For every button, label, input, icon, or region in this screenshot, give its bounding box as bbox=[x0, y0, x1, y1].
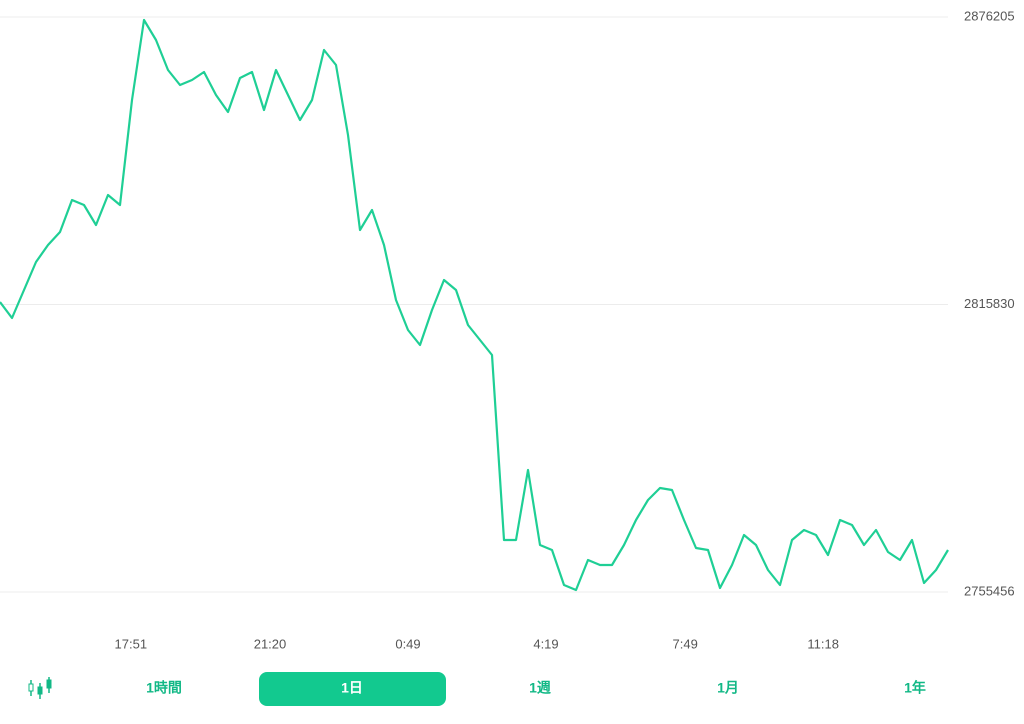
price-line bbox=[0, 18, 949, 592]
x-tick-label: 4:19 bbox=[533, 636, 558, 651]
x-tick-label: 0:49 bbox=[395, 636, 420, 651]
candlestick-icon[interactable] bbox=[28, 677, 52, 699]
x-tick-label: 7:49 bbox=[673, 636, 698, 651]
time-tab[interactable]: 1時間 bbox=[146, 680, 182, 696]
time-tab[interactable]: 1週 bbox=[529, 680, 551, 696]
x-tick-label: 21:20 bbox=[254, 636, 287, 651]
active-tab-bg[interactable] bbox=[259, 672, 446, 706]
y-tick-label: 2876205 bbox=[964, 8, 1015, 23]
x-tick-label: 11:18 bbox=[807, 636, 839, 651]
y-tick-label: 2755456 bbox=[964, 583, 1015, 598]
time-tab[interactable]: 1日 bbox=[341, 680, 363, 696]
y-tick-label: 2815830 bbox=[964, 296, 1015, 311]
time-tab[interactable]: 1年 bbox=[904, 680, 926, 696]
x-tick-label: 17:51 bbox=[115, 636, 148, 651]
time-tab[interactable]: 1月 bbox=[717, 680, 739, 696]
